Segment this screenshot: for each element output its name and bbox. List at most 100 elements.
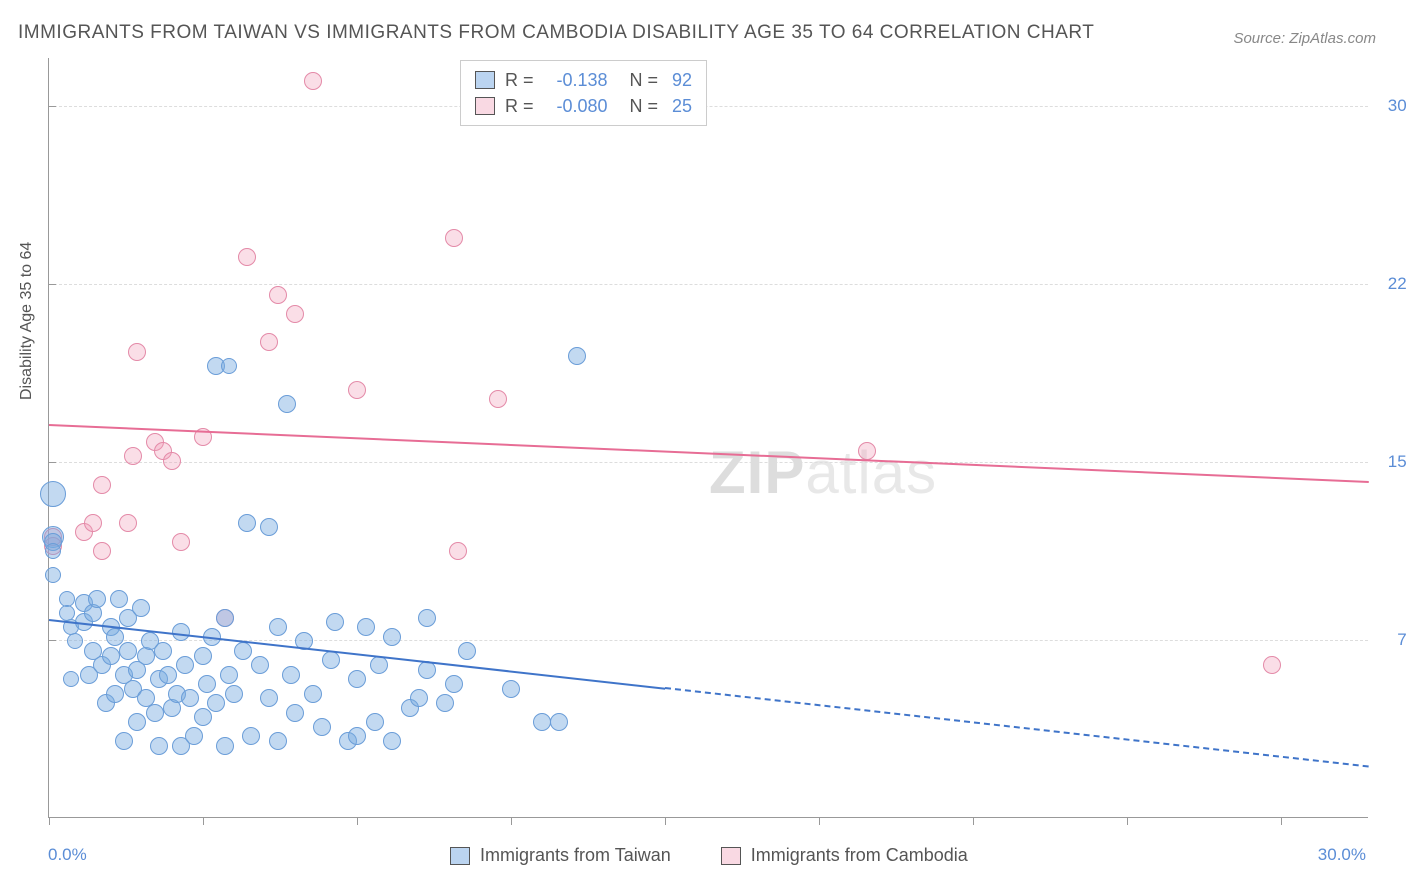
data-point <box>115 732 133 750</box>
data-point <box>304 72 322 90</box>
data-point <box>198 675 216 693</box>
data-point <box>313 718 331 736</box>
data-point <box>418 609 436 627</box>
x-tick <box>665 817 666 825</box>
data-point <box>221 358 237 374</box>
data-point <box>93 542 111 560</box>
data-point <box>63 671 79 687</box>
y-axis-label: Disability Age 35 to 64 <box>18 242 36 400</box>
x-tick <box>819 817 820 825</box>
y-tick <box>48 640 56 641</box>
data-point <box>234 642 252 660</box>
data-point <box>176 656 194 674</box>
gridline <box>49 284 1368 285</box>
n-value: 92 <box>672 70 692 91</box>
data-point <box>550 713 568 731</box>
r-label: R = <box>505 96 534 117</box>
data-point <box>88 590 106 608</box>
x-tick <box>1281 817 1282 825</box>
n-label: N = <box>630 70 659 91</box>
legend-swatch <box>475 71 495 89</box>
data-point <box>132 599 150 617</box>
data-point <box>383 628 401 646</box>
data-point <box>238 248 256 266</box>
data-point <box>436 694 454 712</box>
data-point <box>278 395 296 413</box>
data-point <box>185 727 203 745</box>
data-point <box>146 704 164 722</box>
legend-row: R = -0.080 N = 25 <box>475 93 692 119</box>
data-point <box>110 590 128 608</box>
data-point <box>40 481 66 507</box>
data-point <box>172 623 190 641</box>
data-point <box>568 347 586 365</box>
y-tick-label: 7.5% <box>1397 630 1406 650</box>
data-point <box>348 670 366 688</box>
data-point <box>326 613 344 631</box>
data-point <box>194 708 212 726</box>
data-point <box>1263 656 1281 674</box>
data-point <box>67 633 83 649</box>
data-point <box>458 642 476 660</box>
series-legend: Immigrants from Taiwan Immigrants from C… <box>450 845 968 866</box>
data-point <box>216 737 234 755</box>
data-point <box>445 229 463 247</box>
data-point <box>260 333 278 351</box>
data-point <box>194 647 212 665</box>
data-point <box>84 514 102 532</box>
data-point <box>128 343 146 361</box>
data-point <box>449 542 467 560</box>
y-tick <box>48 284 56 285</box>
data-point <box>124 447 142 465</box>
data-point <box>502 680 520 698</box>
data-point <box>154 642 172 660</box>
data-point <box>216 609 234 627</box>
data-point <box>304 685 322 703</box>
data-point <box>45 543 61 559</box>
data-point <box>163 452 181 470</box>
legend-row: R = -0.138 N = 92 <box>475 67 692 93</box>
data-point <box>533 713 551 731</box>
n-value: 25 <box>672 96 692 117</box>
legend-item-taiwan: Immigrants from Taiwan <box>450 845 671 866</box>
data-point <box>172 533 190 551</box>
data-point <box>269 286 287 304</box>
x-tick <box>973 817 974 825</box>
regression-line-taiwan <box>665 687 1369 768</box>
data-point <box>181 689 199 707</box>
chart-title: IMMIGRANTS FROM TAIWAN VS IMMIGRANTS FRO… <box>18 22 1094 44</box>
gridline <box>49 106 1368 107</box>
x-tick <box>203 817 204 825</box>
data-point <box>220 666 238 684</box>
data-point <box>45 567 61 583</box>
data-point <box>322 651 340 669</box>
y-tick <box>48 106 56 107</box>
data-point <box>242 727 260 745</box>
data-point <box>106 685 124 703</box>
n-label: N = <box>630 96 659 117</box>
data-point <box>383 732 401 750</box>
data-point <box>225 685 243 703</box>
legend-item-cambodia: Immigrants from Cambodia <box>721 845 968 866</box>
r-value: -0.080 <box>548 96 608 117</box>
legend-swatch-blue <box>450 847 470 865</box>
r-value: -0.138 <box>548 70 608 91</box>
x-axis-max-label: 30.0% <box>1318 845 1366 865</box>
data-point <box>207 694 225 712</box>
r-label: R = <box>505 70 534 91</box>
data-point <box>119 514 137 532</box>
watermark: ZIPatlas <box>709 438 937 507</box>
legend-label-taiwan: Immigrants from Taiwan <box>480 845 671 866</box>
legend-swatch <box>475 97 495 115</box>
chart-plot-area: ZIPatlas 7.5%15.0%22.5%30.0% <box>48 58 1368 818</box>
data-point <box>128 713 146 731</box>
data-point <box>282 666 300 684</box>
legend-label-cambodia: Immigrants from Cambodia <box>751 845 968 866</box>
x-tick <box>1127 817 1128 825</box>
data-point <box>489 390 507 408</box>
data-point <box>150 737 168 755</box>
data-point <box>269 618 287 636</box>
x-tick <box>357 817 358 825</box>
x-tick <box>49 817 50 825</box>
data-point <box>102 647 120 665</box>
